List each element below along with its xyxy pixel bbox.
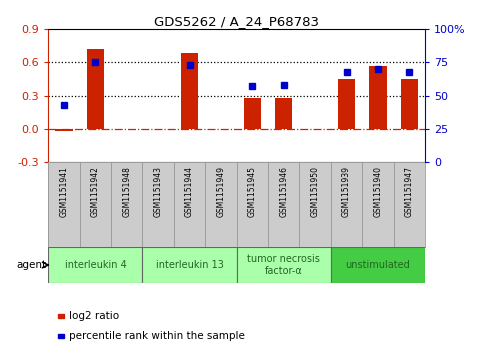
Bar	[275, 98, 292, 129]
Bar	[48, 162, 80, 247]
Bar	[237, 162, 268, 247]
Text: GSM1151944: GSM1151944	[185, 166, 194, 217]
Text: GSM1151949: GSM1151949	[216, 166, 226, 217]
Bar	[48, 247, 142, 283]
Text: unstimulated: unstimulated	[345, 260, 411, 270]
Bar	[369, 66, 386, 129]
Text: GSM1151940: GSM1151940	[373, 166, 383, 217]
Bar	[142, 247, 237, 283]
Bar	[394, 162, 425, 247]
Text: GSM1151939: GSM1151939	[342, 166, 351, 217]
Text: interleukin 4: interleukin 4	[65, 260, 126, 270]
Bar	[331, 247, 425, 283]
Text: GSM1151943: GSM1151943	[154, 166, 163, 217]
Bar	[401, 79, 418, 129]
Text: tumor necrosis
factor-α: tumor necrosis factor-α	[247, 254, 320, 276]
Bar	[111, 162, 142, 247]
Bar	[362, 162, 394, 247]
Bar	[244, 98, 261, 129]
Bar	[268, 162, 299, 247]
Bar	[87, 49, 104, 129]
Bar	[174, 162, 205, 247]
Bar	[338, 79, 355, 129]
Bar	[299, 162, 331, 247]
Text: GSM1151950: GSM1151950	[311, 166, 320, 217]
Bar	[181, 53, 198, 129]
Text: GSM1151946: GSM1151946	[279, 166, 288, 217]
Bar	[80, 162, 111, 247]
Text: GSM1151941: GSM1151941	[59, 166, 69, 217]
Text: GSM1151942: GSM1151942	[91, 166, 100, 217]
Text: GSM1151947: GSM1151947	[405, 166, 414, 217]
Bar	[205, 162, 237, 247]
Text: GSM1151945: GSM1151945	[248, 166, 257, 217]
Text: log2 ratio: log2 ratio	[69, 311, 119, 321]
Bar	[142, 162, 174, 247]
Text: GSM1151948: GSM1151948	[122, 166, 131, 217]
Bar	[56, 129, 72, 131]
Text: percentile rank within the sample: percentile rank within the sample	[69, 331, 244, 341]
Title: GDS5262 / A_24_P68783: GDS5262 / A_24_P68783	[154, 15, 319, 28]
Bar	[331, 162, 362, 247]
Bar	[237, 247, 331, 283]
Text: agent: agent	[16, 260, 47, 270]
Text: interleukin 13: interleukin 13	[156, 260, 224, 270]
